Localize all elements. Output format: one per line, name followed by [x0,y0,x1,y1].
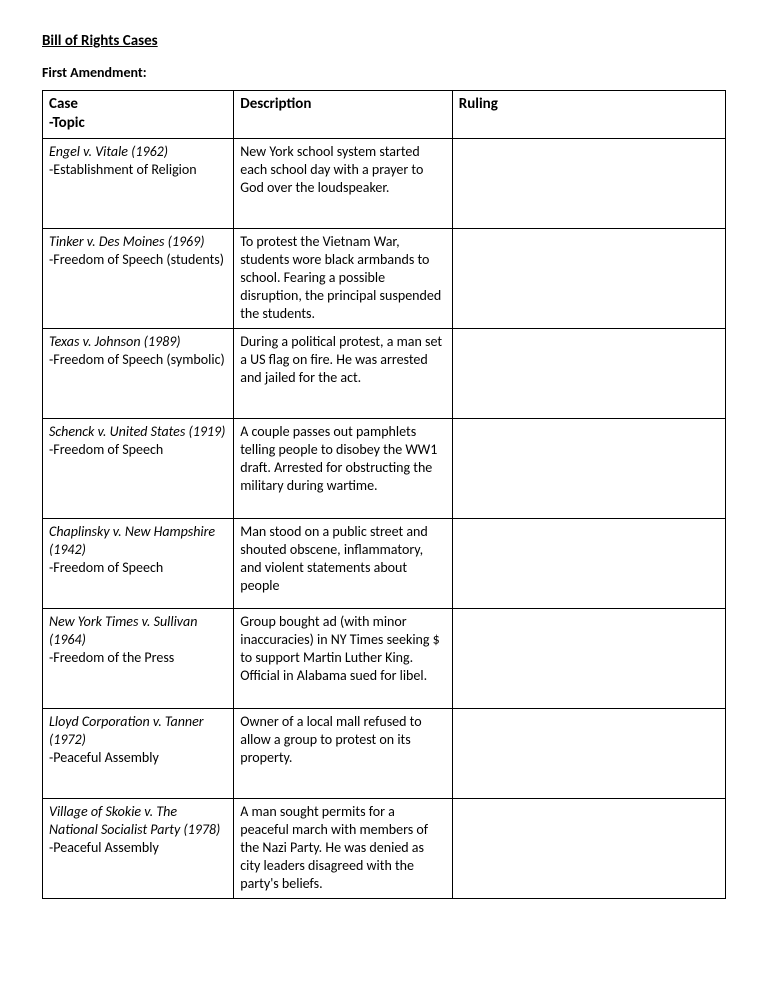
cell-case: Tinker v. Des Moines (1969)-Freedom of S… [43,228,234,328]
cell-case: Engel v. Vitale (1962)-Establishment of … [43,138,234,228]
cell-description: A man sought permits for a peaceful marc… [234,798,453,898]
cell-ruling [452,608,725,708]
cell-description: During a political protest, a man set a … [234,328,453,418]
table-row: Engel v. Vitale (1962)-Establishment of … [43,138,726,228]
cases-table: Case -Topic Description Ruling Engel v. … [42,90,726,899]
table-header-row: Case -Topic Description Ruling [43,90,726,138]
cell-ruling [452,328,725,418]
cell-description: Group bought ad (with minor inaccuracies… [234,608,453,708]
table-row: Chaplinsky v. New Hampshire (1942)-Freed… [43,518,726,608]
header-case-line1: Case [49,95,227,115]
section-subtitle: First Amendment: [42,64,726,82]
cell-case: Chaplinsky v. New Hampshire (1942)-Freed… [43,518,234,608]
case-name: Village of Skokie v. The National Social… [49,803,227,839]
case-topic: -Freedom of Speech [49,441,227,459]
cell-ruling [452,518,725,608]
cell-case: Schenck v. United States (1919)-Freedom … [43,418,234,518]
case-name: New York Times v. Sullivan (1964) [49,613,227,649]
cell-description: Owner of a local mall refused to allow a… [234,708,453,798]
cell-case: New York Times v. Sullivan (1964)-Freedo… [43,608,234,708]
cell-ruling [452,708,725,798]
case-topic: -Establishment of Religion [49,161,227,179]
header-case: Case -Topic [43,90,234,138]
case-name: Lloyd Corporation v. Tanner (1972) [49,713,227,749]
cell-ruling [452,138,725,228]
cell-description: Man stood on a public street and shouted… [234,518,453,608]
case-topic: -Peaceful Assembly [49,839,227,857]
cell-description: To protest the Vietnam War, students wor… [234,228,453,328]
cell-ruling [452,228,725,328]
cell-case: Lloyd Corporation v. Tanner (1972)-Peace… [43,708,234,798]
case-topic: -Freedom of Speech [49,559,227,577]
table-row: New York Times v. Sullivan (1964)-Freedo… [43,608,726,708]
case-name: Engel v. Vitale (1962) [49,143,227,161]
header-case-line2: -Topic [49,114,227,134]
table-row: Tinker v. Des Moines (1969)-Freedom of S… [43,228,726,328]
table-row: Village of Skokie v. The National Social… [43,798,726,898]
case-topic: -Peaceful Assembly [49,749,227,767]
table-row: Texas v. Johnson (1989)-Freedom of Speec… [43,328,726,418]
table-row: Lloyd Corporation v. Tanner (1972)-Peace… [43,708,726,798]
cell-ruling [452,798,725,898]
case-topic: -Freedom of the Press [49,649,227,667]
case-topic: -Freedom of Speech (symbolic) [49,351,227,369]
page-title: Bill of Rights Cases [42,32,726,52]
cell-case: Village of Skokie v. The National Social… [43,798,234,898]
header-ruling: Ruling [452,90,725,138]
cell-description: A couple passes out pamphlets telling pe… [234,418,453,518]
case-name: Texas v. Johnson (1989) [49,333,227,351]
cell-case: Texas v. Johnson (1989)-Freedom of Speec… [43,328,234,418]
case-name: Chaplinsky v. New Hampshire (1942) [49,523,227,559]
case-name: Tinker v. Des Moines (1969) [49,233,227,251]
header-description: Description [234,90,453,138]
table-row: Schenck v. United States (1919)-Freedom … [43,418,726,518]
case-topic: -Freedom of Speech (students) [49,251,227,269]
cell-description: New York school system started each scho… [234,138,453,228]
case-name: Schenck v. United States (1919) [49,423,227,441]
cell-ruling [452,418,725,518]
